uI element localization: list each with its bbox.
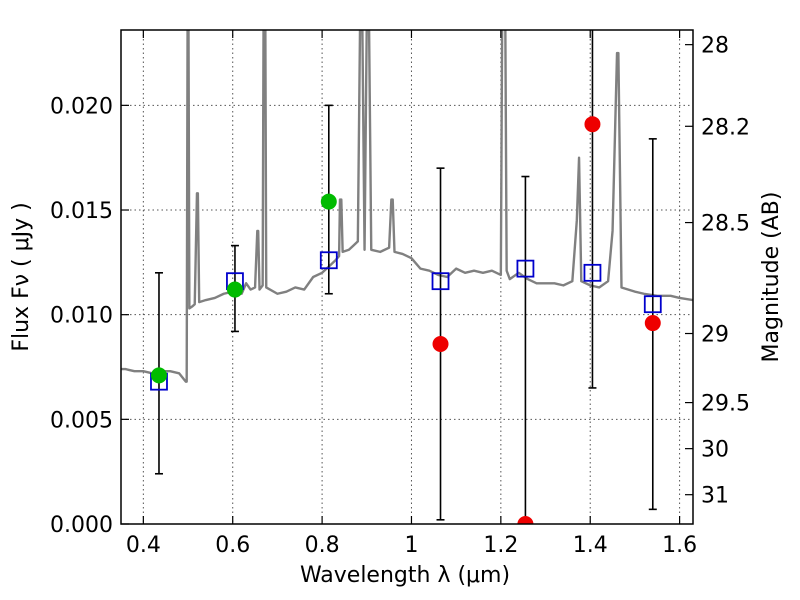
x-tick-label: 1.6 <box>662 533 697 558</box>
x-axis-label: Wavelength λ (μm) <box>300 563 510 588</box>
y-tick-label: 0.015 <box>50 199 113 224</box>
y-tick-label: 0.010 <box>50 304 113 329</box>
x-tick-label: 1.2 <box>483 533 518 558</box>
model-square-marker <box>431 272 450 291</box>
y2-tick-label: 30 <box>701 438 729 463</box>
x-tick-label: 1.4 <box>573 533 608 558</box>
axis-tick-labels: 0.4 0.6 0.8 1 1.2 1.4 1.6 0.000 0.005 0.010 0.015 0… <box>50 34 750 558</box>
model-square-marker <box>516 259 535 278</box>
x-tick-label: 0.6 <box>215 533 250 558</box>
x-tick-label: 1 <box>404 533 418 558</box>
y2-axis-label: Magnitude (AB) <box>759 192 784 363</box>
sed-line <box>121 30 693 383</box>
observed-circle-marker <box>644 315 661 332</box>
plot-frame <box>120 29 694 525</box>
x-tick-label: 0.8 <box>305 533 340 558</box>
axis-ticks <box>121 30 693 525</box>
y2-tick-label: 31 <box>701 484 729 509</box>
y2-tick-label: 29.5 <box>701 392 750 417</box>
y2-tick-label: 29 <box>701 323 729 348</box>
observed-circle-marker <box>226 281 243 298</box>
y-axis-label: Flux Fν ( μJy ) <box>9 202 34 351</box>
observed-circle-marker <box>432 335 449 352</box>
plot-area <box>121 30 693 524</box>
y-tick-label: 0.020 <box>50 94 113 119</box>
observed-circle-marker <box>584 116 601 133</box>
model-square-marker <box>583 263 602 282</box>
y2-tick-label: 28 <box>701 34 729 59</box>
sed-lines <box>121 30 693 383</box>
y-tick-label: 0.000 <box>50 513 113 538</box>
data-markers <box>150 116 662 524</box>
observed-circle-marker <box>150 367 167 384</box>
y2-tick-label: 28.2 <box>701 115 750 140</box>
y2-tick-label: 28.5 <box>701 212 750 237</box>
y-tick-label: 0.005 <box>50 408 113 433</box>
observed-circle-marker <box>517 516 534 524</box>
observed-circle-marker <box>320 193 337 210</box>
model-square-marker <box>643 295 662 314</box>
model-square-marker <box>319 251 338 270</box>
x-tick-label: 0.4 <box>126 533 161 558</box>
